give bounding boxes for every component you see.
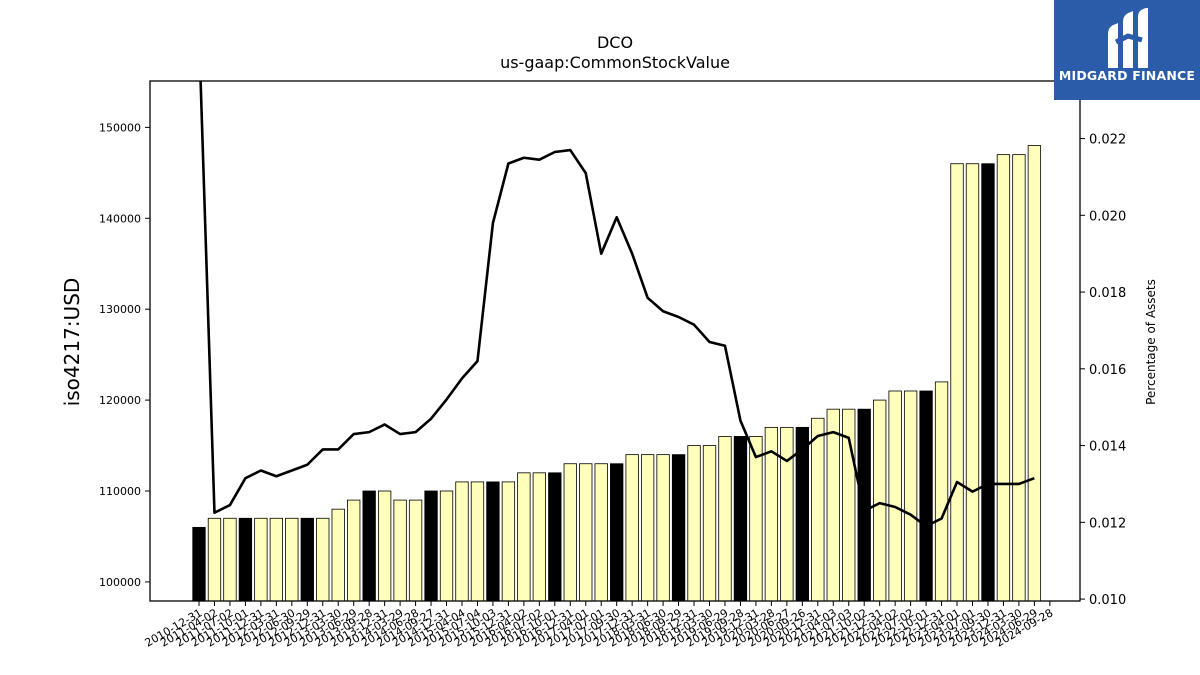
bar-2018-06-30 [656,454,670,602]
y2-tick-label: 0.016 [1089,363,1126,378]
bar-2015-10-03 [486,481,500,602]
bar-2019-09-28 [733,436,748,602]
bar-2024-06-29 [1027,145,1042,602]
bar-series [192,145,1042,602]
bar-2019-03-30 [702,445,717,602]
plot-frame [149,80,1081,602]
bar-2013-09-28 [362,490,376,602]
bar-2022-04-02 [888,390,902,602]
y2-tick-label: 0.014 [1089,440,1126,455]
bar-2020-12-31 [811,417,825,602]
bar-2016-07-02 [532,472,546,602]
bar-2015-04-04 [455,481,469,602]
bar-2019-06-29 [718,436,732,602]
bar-2023-04-01 [950,163,964,602]
brand-logo: MIDGARD FINANCE [1054,0,1200,100]
bar-2023-09-30 [981,163,995,602]
bar-2012-03-31 [269,517,284,602]
chart-title: DCO [597,33,633,52]
bar-2017-07-01 [594,463,608,602]
bar-2022-10-01 [919,390,933,602]
axes: 100000 110000 120000 130000 140000 150000 0.01… [99,80,1126,650]
bar-2014-06-28 [408,499,423,602]
y2-tick-label: 0.020 [1089,209,1126,224]
bar-2011-07-02 [223,517,237,602]
y-tick-label: 130000 [99,303,141,316]
bar-2024-03-30 [1012,154,1026,602]
bar-2018-12-31 [687,445,701,602]
bar-2018-03-31 [640,454,655,602]
bar-2015-12-31 [501,481,516,602]
bar-2018-09-29 [671,454,686,602]
bar-2015-07-04 [470,481,485,602]
bar-2013-12-31 [377,490,392,602]
bar-2013-06-29 [347,499,361,602]
bar-2012-09-29 [300,517,314,602]
y-axis-label: iso4217:USD [60,278,84,407]
bar-2014-12-31 [439,490,454,602]
bar-2016-04-02 [517,472,531,602]
bar-2014-03-29 [393,499,407,602]
percentage-of-assets-line [199,81,1035,528]
bar-2012-06-30 [285,517,299,602]
bar-2023-07-01 [965,163,980,602]
bar-2011-10-01 [238,517,253,602]
y-tick-label: 140000 [99,212,141,225]
logo-text: MIDGARD FINANCE [1058,68,1196,83]
line-series [199,81,1035,528]
y-tick-label: 150000 [99,121,141,134]
chart-subtitle: us-gaap:CommonStockValue [500,53,730,72]
bar-2014-09-27 [424,490,438,602]
logo-mark-icon [1108,8,1148,68]
bar-2023-12-31 [996,154,1011,602]
bar-2022-12-31 [934,381,949,602]
y2-tick-label: 0.018 [1089,286,1126,301]
bar-2010-12-31 [192,526,206,602]
bar-2011-04-02 [207,517,222,602]
y2-tick-label: 0.012 [1089,516,1126,531]
bar-2021-04-03 [826,408,840,602]
y-tick-label: 120000 [99,394,141,407]
y2-axis-label: Percentage of Assets [1144,279,1158,405]
bar-2020-06-27 [780,426,794,602]
bar-2021-12-31 [873,399,887,602]
bar-2019-12-31 [749,436,763,602]
y-tick-label: 110000 [99,485,141,498]
bar-2016-10-01 [548,472,562,602]
bar-2016-12-31 [563,463,577,602]
y-tick-label: 100000 [99,576,141,589]
bar-2012-12-31 [316,517,330,602]
bar-2011-12-31 [254,517,268,602]
y2-tick-label: 0.010 [1089,593,1126,608]
bar-2013-03-30 [331,508,345,602]
bar-2017-12-31 [625,454,639,602]
bar-2017-04-01 [579,463,593,602]
bar-2022-07-02 [903,390,918,602]
bar-2017-09-30 [610,463,624,602]
y2-tick-label: 0.022 [1089,133,1126,148]
